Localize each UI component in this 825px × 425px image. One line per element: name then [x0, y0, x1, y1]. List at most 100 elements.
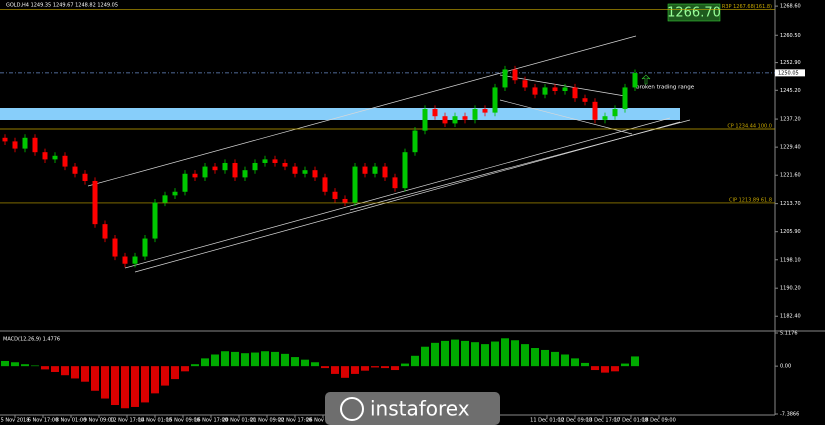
- candle-body: [512, 69, 518, 81]
- histogram-bar: [161, 366, 169, 386]
- candle-body: [502, 69, 508, 88]
- histogram-bar: [431, 342, 439, 367]
- histogram-bar: [221, 351, 229, 367]
- candle-body: [92, 180, 98, 225]
- x-tick-label: 12 Dec 09:00: [558, 418, 592, 424]
- candle-body: [182, 173, 188, 192]
- current-price-box: [775, 69, 805, 77]
- histogram-bar: [241, 353, 249, 367]
- candle-body: [522, 80, 528, 88]
- x-tick-label: 12 Nov 17:00: [110, 418, 144, 424]
- candle-body: [42, 152, 48, 160]
- candle-body: [602, 116, 608, 120]
- candle-body: [402, 152, 408, 189]
- y-tick-label: 1182.40: [780, 314, 801, 320]
- candle-body: [72, 166, 78, 174]
- histogram-bar: [531, 348, 539, 367]
- histogram-bar: [541, 349, 549, 367]
- histogram-bar: [511, 340, 519, 367]
- y-tick-label: 1237.20: [780, 117, 801, 123]
- histogram-bar: [441, 340, 449, 367]
- histogram-bar: [211, 354, 219, 367]
- candle-body: [532, 87, 538, 95]
- histogram-bar: [331, 366, 339, 374]
- candle-body: [412, 130, 418, 153]
- y-tick-label: 1252.90: [780, 60, 801, 66]
- candle-body: [152, 202, 158, 239]
- current-price-label: 1250.05: [778, 70, 799, 76]
- histogram-bar: [521, 344, 529, 367]
- histogram-bar: [391, 366, 399, 371]
- candle-body: [432, 109, 438, 117]
- candle-body: [292, 166, 298, 174]
- level-label: CP 1234.44 100.0: [727, 124, 772, 130]
- histogram-bar: [551, 351, 559, 367]
- histogram-bar: [271, 351, 279, 367]
- histogram-bar: [101, 366, 109, 399]
- y-tick-label: 1260.50: [780, 33, 801, 39]
- candle-body: [212, 166, 218, 171]
- candle-body: [332, 191, 338, 199]
- histogram-bar: [471, 342, 479, 367]
- histogram-bar: [481, 344, 489, 367]
- x-tick-label: 15 Nov 09:00: [166, 418, 200, 424]
- candle-body: [282, 162, 288, 167]
- histogram-bar: [371, 366, 379, 368]
- candle-body: [302, 170, 308, 174]
- candle-body: [462, 116, 468, 120]
- x-tick-label: 9 Nov 09:00: [84, 418, 115, 424]
- x-tick-label: 26 Nov 01:00: [306, 418, 340, 424]
- watermark-logo: [340, 397, 364, 421]
- candle-body: [132, 256, 138, 264]
- candle-body: [232, 162, 238, 178]
- x-tick-label: 11 Dec 01:00: [530, 418, 564, 424]
- histogram-bar: [311, 362, 319, 367]
- candle-body: [192, 173, 198, 178]
- candle-body: [622, 87, 628, 110]
- y-tick-label: 1198.10: [780, 257, 801, 263]
- histogram-bar: [411, 355, 419, 367]
- histogram-bar: [421, 346, 429, 367]
- candle-body: [12, 141, 18, 149]
- channel-lines: [87, 35, 691, 273]
- x-tick-label: 6 Nov 17:00: [28, 418, 59, 424]
- candle-body: [262, 159, 268, 163]
- histogram-bar: [151, 366, 159, 394]
- candle-body: [342, 198, 348, 203]
- histogram-bar: [51, 366, 59, 372]
- histogram-bar: [191, 364, 199, 367]
- histogram-bar: [231, 351, 239, 367]
- histogram-bar: [361, 366, 369, 371]
- candle-body: [32, 137, 38, 153]
- candle-body: [162, 195, 168, 203]
- y-tick-label: 1268.60: [780, 4, 801, 10]
- candle-body: [592, 101, 598, 120]
- histogram-bar: [491, 341, 499, 367]
- x-tick-label: 17 Dec 01:00: [614, 418, 648, 424]
- candle-body: [442, 116, 448, 124]
- histogram-bar: [281, 353, 289, 367]
- x-tick-label: 20 Nov 01:00: [222, 418, 256, 424]
- candle-body: [542, 87, 548, 95]
- histogram-bar: [201, 358, 209, 367]
- x-tick-label: 21 Nov 09:00: [250, 418, 284, 424]
- indicator-tick-label: 0.00: [780, 364, 791, 370]
- candle-body: [552, 87, 558, 92]
- indicator-tick-label: 5.1176: [780, 331, 798, 337]
- histogram-bar: [321, 366, 329, 369]
- histogram-bar: [621, 363, 629, 367]
- candle-body: [392, 177, 398, 189]
- candle-body: [272, 159, 278, 163]
- zone: [0, 108, 680, 120]
- x-tick-label: 16 Nov 17:00: [194, 418, 228, 424]
- histogram-bar: [11, 362, 19, 367]
- histogram-bar: [91, 366, 99, 391]
- histogram-bar: [61, 366, 69, 376]
- candle-body: [452, 116, 458, 124]
- candle-body: [202, 166, 208, 178]
- target-box: [667, 3, 721, 22]
- candle-body: [482, 109, 488, 113]
- x-tick-label: 5 Nov 2018: [1, 418, 30, 424]
